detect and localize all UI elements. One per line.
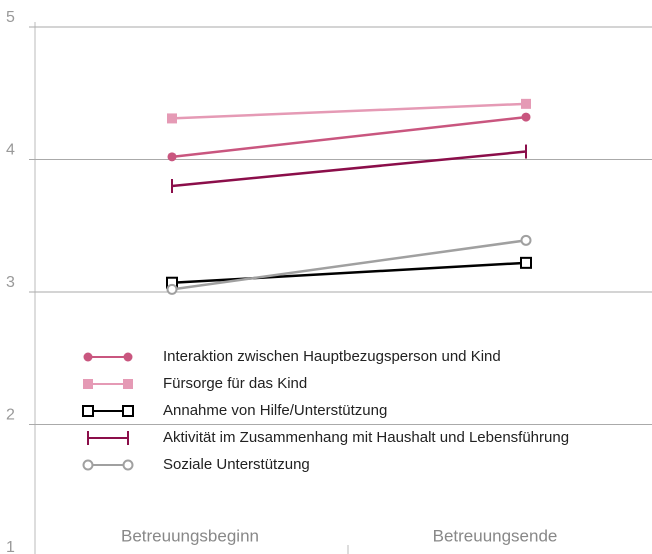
marker [123,352,133,362]
marker [166,283,178,295]
legend-label: Interaktion zwischen Hauptbezugsperson u… [163,348,501,365]
marker [122,459,134,471]
series-line [171,115,527,159]
marker [83,352,93,362]
x-tick-label: Betreuungsende [433,526,558,545]
y-tick-label: 2 [6,407,15,424]
series-line [171,239,527,291]
marker [521,98,531,109]
marker [167,113,177,124]
y-tick-label: 4 [6,142,15,159]
marker [83,379,93,389]
y-tick-label: 1 [6,539,15,554]
y-tick-label: 5 [6,9,15,26]
legend-label: Aktivität im Zusammenhang mit Haushalt u… [163,429,569,446]
series-line [171,261,527,284]
marker [123,379,133,389]
marker [122,405,134,417]
legend-label: Fürsorge für das Kind [163,375,307,392]
legend-label: Annahme von Hilfe/Unterstützung [163,402,387,419]
marker [167,152,177,162]
marker [82,405,94,417]
marker [82,459,94,471]
legend-label: Soziale Unterstützung [163,456,310,473]
marker [520,234,532,246]
x-tick-label: Betreuungsbeginn [121,526,259,545]
marker [520,256,532,269]
series-line [171,102,527,120]
series-line [171,150,527,188]
y-tick-label: 3 [6,274,15,291]
marker [521,112,531,122]
